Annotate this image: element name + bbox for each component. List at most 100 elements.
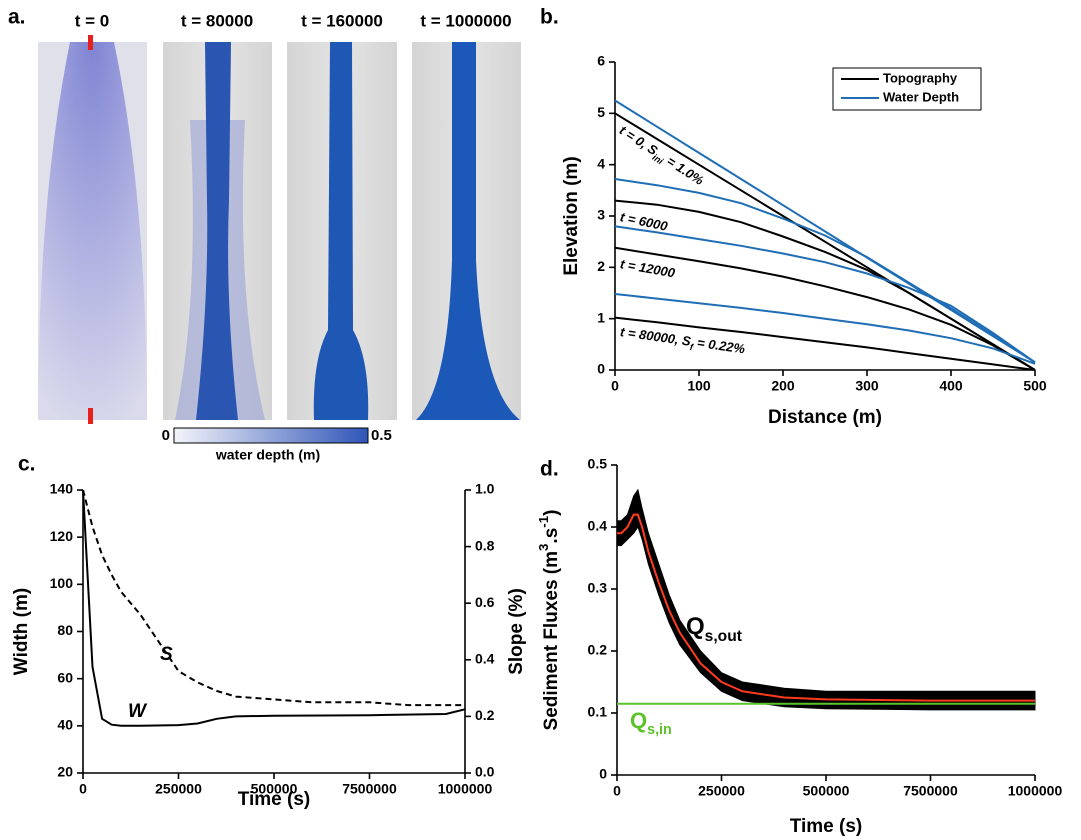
line [617, 513, 1035, 702]
series-label: Qs,out [686, 613, 742, 644]
x-tick-label: 7500000 [342, 781, 397, 797]
y-tick-label: 140 [50, 481, 74, 497]
text-piece: .s [541, 528, 562, 544]
y-tick-label: 1 [597, 309, 605, 325]
y-tick-label: 20 [57, 764, 73, 780]
text-piece: 3 [536, 544, 551, 551]
image-title: t = 160000 [301, 11, 383, 30]
image-title: t = 1000000 [420, 11, 511, 30]
flux-band [616, 488, 1036, 711]
text-piece: f [689, 342, 694, 352]
channel [313, 42, 369, 420]
y2-tick-label: 0.6 [475, 594, 495, 610]
label-main: Q [686, 613, 705, 640]
y-tick-label: 60 [57, 669, 73, 685]
x-tick-label: 250000 [698, 783, 745, 799]
text-piece: = 0.22% [693, 335, 747, 357]
image-title: t = 80000 [181, 11, 253, 30]
line [614, 199, 1036, 371]
x-tick-label: 1000000 [438, 781, 493, 797]
line [614, 225, 1036, 364]
series-label: Qs,in [630, 708, 672, 738]
legend-box [832, 67, 982, 111]
line [82, 489, 465, 707]
x-tick-label: 300 [855, 378, 879, 394]
colorbar-tick-label: 0.5 [371, 427, 392, 444]
annotation: t = 12000 [619, 257, 677, 282]
line [614, 178, 1036, 364]
legend-label: Topography [883, 70, 958, 85]
panel-label: d. [540, 458, 559, 481]
y-axis-title: Width (m) [11, 588, 32, 675]
x-tick-label: 500000 [251, 781, 298, 797]
y-tick-label: 0 [597, 361, 605, 377]
y-tick-label: 0.2 [588, 642, 608, 658]
y-tick-label: 4 [597, 155, 605, 171]
colorbar-tick-label: 0 [162, 427, 170, 444]
y2-tick-label: 0.4 [475, 651, 495, 667]
label-sub: s,in [647, 722, 672, 738]
panel-label: a. [8, 6, 26, 29]
x-axis-title: Distance (m) [768, 407, 882, 428]
panel-label: b. [540, 6, 559, 29]
x-tick-label: 500000 [803, 783, 850, 799]
legend: Topography Water Depth [832, 67, 982, 111]
x-tick-label: 7500000 [903, 783, 958, 799]
text-piece: = 1.0% [661, 152, 707, 189]
y-tick-label: 5 [597, 104, 605, 120]
water-t0 [38, 42, 147, 420]
x-tick-label: 0 [611, 378, 619, 394]
y-tick-label: 80 [57, 622, 73, 638]
text-piece: t = 80000, S [619, 325, 692, 350]
colorbar [173, 427, 369, 444]
x-tick-label: 100 [687, 378, 711, 394]
line [614, 99, 1036, 364]
series-label: S [160, 644, 173, 665]
series-label: W [128, 701, 148, 722]
marker [88, 408, 93, 424]
text-piece: ) [541, 510, 562, 516]
y-tick-label: 6 [597, 53, 605, 69]
y-axis-title: Elevation (m) [561, 156, 582, 275]
x-tick-label: 400 [939, 378, 963, 394]
y2-tick-label: 1.0 [475, 481, 495, 497]
label-sub: s,out [705, 628, 742, 645]
y2-tick-label: 0.2 [475, 707, 495, 723]
x-tick-label: 250000 [155, 781, 202, 797]
x-axis-title: Time (s) [238, 789, 311, 810]
text-piece: Sediment Fluxes (m [541, 551, 562, 731]
y-tick-label: 40 [57, 717, 73, 733]
y2-tick-label: 0.8 [475, 537, 495, 553]
colorbar-title: water depth (m) [215, 447, 320, 463]
y-tick-label: 2 [597, 258, 605, 274]
x-tick-label: 500 [1023, 378, 1047, 394]
panel-a-images [38, 35, 521, 444]
y-tick-label: 0.3 [588, 580, 608, 596]
y-tick-label: 0.5 [588, 456, 608, 472]
line [614, 293, 1036, 365]
panel-label: c. [18, 453, 36, 476]
legend-label: Water Depth [883, 89, 959, 104]
channel [416, 42, 520, 420]
image-title: t = 0 [75, 11, 110, 30]
line [614, 316, 1036, 371]
y-tick-label: 0.1 [588, 704, 608, 720]
x-tick-label: 0 [79, 781, 87, 797]
line [82, 489, 466, 727]
y-tick-label: 100 [50, 575, 74, 591]
y-axis-title: Sediment Fluxes (m3.s-1) [536, 510, 562, 731]
y-tick-label: 0 [599, 766, 607, 782]
x-tick-label: 0 [613, 783, 621, 799]
x-tick-label: 200 [771, 378, 795, 394]
x-tick-label: 1000000 [1008, 783, 1063, 799]
channel [196, 42, 238, 420]
y-tick-label: 3 [597, 207, 605, 223]
x-axis-title: Time (s) [790, 816, 863, 837]
marker [88, 35, 93, 50]
y-tick-label: 120 [50, 528, 74, 544]
text-piece: t = 12000 [619, 257, 677, 282]
y-tick-label: 0.4 [588, 518, 608, 534]
label-main: Q [630, 708, 647, 733]
y2-axis-title: Slope (%) [506, 588, 527, 675]
